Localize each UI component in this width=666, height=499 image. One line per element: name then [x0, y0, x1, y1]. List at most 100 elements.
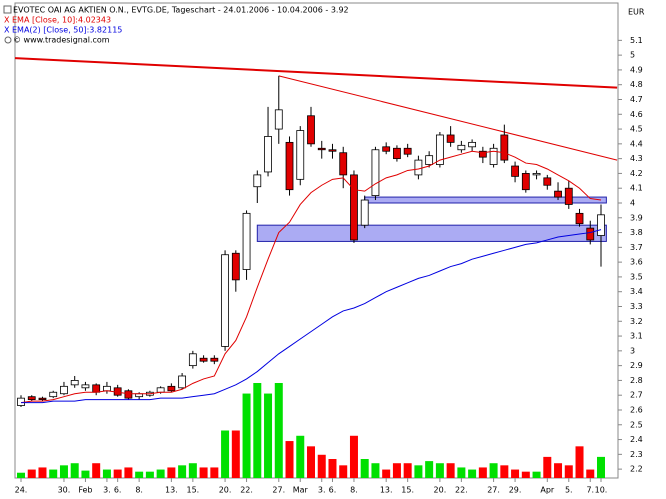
- x-tick-label: Mar: [293, 486, 309, 495]
- candle-body: [60, 385, 68, 395]
- volume-bar: [360, 459, 369, 478]
- volume-bar: [113, 469, 122, 478]
- x-tick-label: Feb: [78, 486, 92, 495]
- copyright: © www.tradesignal.com: [13, 36, 110, 45]
- y-tick-label: 4.4: [630, 139, 643, 148]
- volume-bar: [382, 469, 391, 478]
- x-tick-label: 7.: [586, 486, 594, 495]
- x-tick-label: 8.: [135, 486, 143, 495]
- volume-bar: [575, 446, 584, 478]
- y-tick-label: 4: [630, 198, 635, 207]
- volume-bar: [489, 463, 498, 478]
- volume-bar: [586, 469, 595, 478]
- candle-body: [221, 254, 229, 347]
- x-tick-label: 6.: [329, 486, 337, 495]
- candle-body: [242, 212, 251, 270]
- candle-body: [435, 134, 444, 165]
- x-tick-label: 27.: [487, 486, 500, 495]
- volume-bar: [425, 461, 434, 478]
- candle-body: [575, 212, 584, 225]
- x-tick-label: 22.: [455, 486, 468, 495]
- candle-body: [167, 385, 176, 392]
- x-tick-label: 29.: [509, 486, 522, 495]
- volume-bar: [532, 471, 541, 478]
- candle-body: [478, 150, 487, 158]
- volume-bar: [231, 430, 240, 478]
- y-tick-label: 4.2: [630, 169, 643, 178]
- candle-body: [489, 147, 498, 165]
- volume-bar: [38, 467, 47, 478]
- y-tick-label: 2.7: [630, 391, 643, 400]
- volume-bar: [17, 472, 25, 478]
- volume-bar: [339, 465, 348, 478]
- candle-body: [414, 159, 423, 176]
- candle-body: [511, 165, 519, 177]
- plot-frame: [14, 2, 619, 479]
- volume-bar: [242, 393, 251, 478]
- candle-body: [350, 174, 358, 241]
- y-tick-label: 4.6: [630, 110, 643, 119]
- volume-bar: [392, 463, 401, 478]
- candle-body: [554, 190, 562, 198]
- candle-body: [103, 385, 111, 392]
- candle-body: [328, 149, 337, 152]
- y-tick-label: 5: [630, 51, 635, 60]
- y-tick-label: 4.5: [630, 125, 643, 134]
- candle-body: [597, 214, 605, 236]
- volume-bar: [285, 441, 294, 478]
- candle-body: [124, 390, 133, 399]
- volume-bar: [102, 469, 111, 478]
- legend-icon: X: [4, 26, 10, 35]
- volume-bar: [27, 469, 36, 478]
- volume-bar: [274, 383, 283, 478]
- x-tick-label: 8.: [350, 486, 358, 495]
- candle-body: [178, 375, 187, 389]
- volume-bar: [70, 463, 79, 478]
- y-tick-label: 3.1: [630, 332, 643, 341]
- y-tick-label: 2.6: [630, 405, 643, 414]
- candle-body: [457, 144, 466, 151]
- y-tick-label: 4.9: [630, 65, 643, 74]
- y-tick-label: 2.3: [630, 450, 643, 459]
- volume-bar: [167, 467, 176, 478]
- x-tick-label: 3.: [318, 486, 326, 495]
- volume-bar: [92, 463, 101, 478]
- y-tick-label: 4.7: [630, 95, 643, 104]
- candle-body: [274, 109, 283, 130]
- candle-body: [70, 380, 79, 386]
- candle-body: [446, 134, 455, 143]
- candle-body: [371, 149, 380, 196]
- chart-title: EVOTEC OAI AG AKTIEN O.N., EVTG.DE, Tage…: [13, 6, 349, 15]
- x-tick-label: 15.: [401, 486, 414, 495]
- candle-body: [543, 177, 552, 186]
- candle-body: [231, 252, 240, 281]
- x-tick-label: 3.: [103, 486, 111, 495]
- trend-line: [278, 75, 618, 161]
- candle-body: [296, 130, 305, 180]
- x-tick-label: 13.: [165, 486, 178, 495]
- currency-label: EUR: [628, 8, 645, 17]
- candle-body: [317, 147, 326, 151]
- x-tick-label: 22.: [240, 486, 253, 495]
- volume-bar: [371, 463, 380, 478]
- candle-body: [264, 136, 272, 173]
- x-tick-label: 27.: [272, 486, 285, 495]
- legend-entry: EMA [Close, 10]:4.02343: [12, 16, 111, 25]
- y-tick-label: 3.5: [630, 272, 643, 281]
- volume-bar: [403, 463, 412, 478]
- y-tick-label: 3.2: [630, 317, 643, 326]
- ema-line: [20, 150, 602, 404]
- x-tick-label: Apr: [540, 486, 555, 495]
- volume-bar: [543, 456, 552, 478]
- icon: [3, 5, 12, 14]
- x-tick-label: 10.: [595, 486, 608, 495]
- x-tick-label: 20.: [434, 486, 447, 495]
- y-tick-label: 4.8: [630, 80, 643, 89]
- candle-body: [81, 384, 90, 389]
- volume-bar: [414, 465, 423, 478]
- candle-body: [339, 152, 348, 176]
- y-tick-label: 4.1: [630, 184, 643, 193]
- volume-bar: [124, 467, 133, 478]
- volume-bar: [199, 467, 208, 478]
- candle-body: [188, 353, 197, 367]
